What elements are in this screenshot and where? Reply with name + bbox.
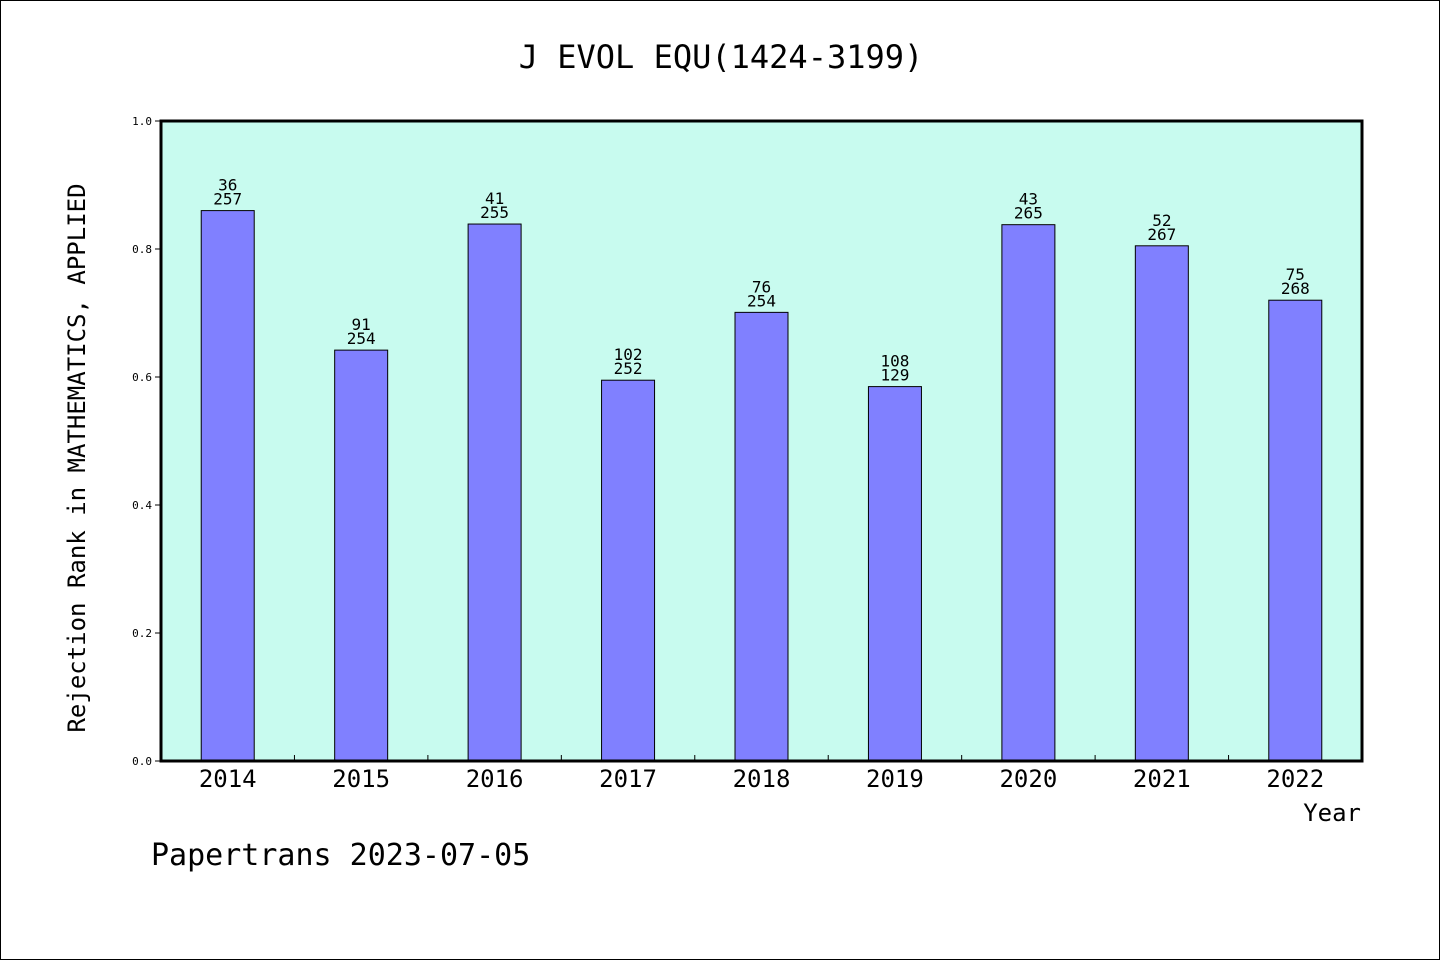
bar-2017 — [601, 379, 656, 762]
x-tick-label-2016: 2016 — [466, 765, 524, 793]
x-tick-label-2019: 2019 — [866, 765, 924, 793]
x-tick-label-2014: 2014 — [199, 765, 257, 793]
data-label-bottom-2019: 129 — [880, 366, 909, 385]
y-tick-label: 0.0 — [132, 755, 152, 768]
bars-group — [200, 210, 1323, 762]
data-label-top-2021: 52 — [1152, 211, 1171, 230]
bar-2016 — [467, 223, 522, 762]
data-label-top-2019: 108 — [880, 352, 909, 371]
data-label-bottom-2015: 254 — [347, 329, 376, 348]
data-label-top-2015: 91 — [352, 315, 371, 334]
y-tick-label: 1.0 — [132, 115, 152, 128]
x-tick-label-2018: 2018 — [733, 765, 791, 793]
y-axis-label: Rejection Rank in MATHEMATICS, APPLIED — [63, 183, 91, 732]
y-tick-label: 0.8 — [132, 243, 152, 256]
y-ticks-group: 0.0 0.2 0.4 0.6 0.8 1.0 — [132, 115, 161, 768]
data-label-top-2020: 43 — [1019, 190, 1038, 209]
footer-text: Papertrans 2023-07-05 — [151, 838, 530, 873]
x-axis-label: Year — [1303, 799, 1361, 827]
plot-border — [159, 119, 1364, 763]
bar-2014 — [200, 210, 255, 762]
bar-2015 — [334, 349, 389, 762]
data-label-bottom-2021: 267 — [1147, 225, 1176, 244]
data-label-top-2017: 102 — [614, 345, 643, 364]
chart-title: J EVOL EQU(1424-3199) — [519, 38, 924, 76]
data-label-top-2014: 36 — [218, 176, 237, 195]
data-label-bottom-2022: 268 — [1281, 279, 1310, 298]
data-label-bottom-2014: 257 — [213, 190, 242, 209]
bar-2021 — [1134, 245, 1189, 762]
y-tick-label: 0.4 — [132, 499, 152, 512]
bar-2018 — [734, 311, 789, 762]
x-tick-label-2017: 2017 — [599, 765, 657, 793]
y-tick-label: 0.2 — [132, 627, 152, 640]
data-label-top-2018: 76 — [752, 277, 771, 296]
bar-2020 — [1001, 224, 1056, 762]
bar-2022 — [1268, 299, 1323, 762]
data-label-bottom-2018: 254 — [747, 291, 776, 310]
data-label-bottom-2017: 252 — [614, 359, 643, 378]
data-label-top-2016: 41 — [485, 189, 504, 208]
x-ticks-group: 2014 2015 2016 2017 2018 2019 2020 2021 2022 — [199, 755, 1324, 793]
data-label-bottom-2016: 255 — [480, 203, 509, 222]
x-tick-label-2015: 2015 — [332, 765, 390, 793]
x-tick-label-2022: 2022 — [1266, 765, 1324, 793]
bar-2019 — [867, 386, 922, 762]
x-tick-label-2020: 2020 — [999, 765, 1057, 793]
y-tick-label: 0.6 — [132, 371, 152, 384]
data-label-top-2022: 75 — [1286, 265, 1305, 284]
x-tick-label-2021: 2021 — [1133, 765, 1191, 793]
data-label-bottom-2020: 265 — [1014, 204, 1043, 223]
